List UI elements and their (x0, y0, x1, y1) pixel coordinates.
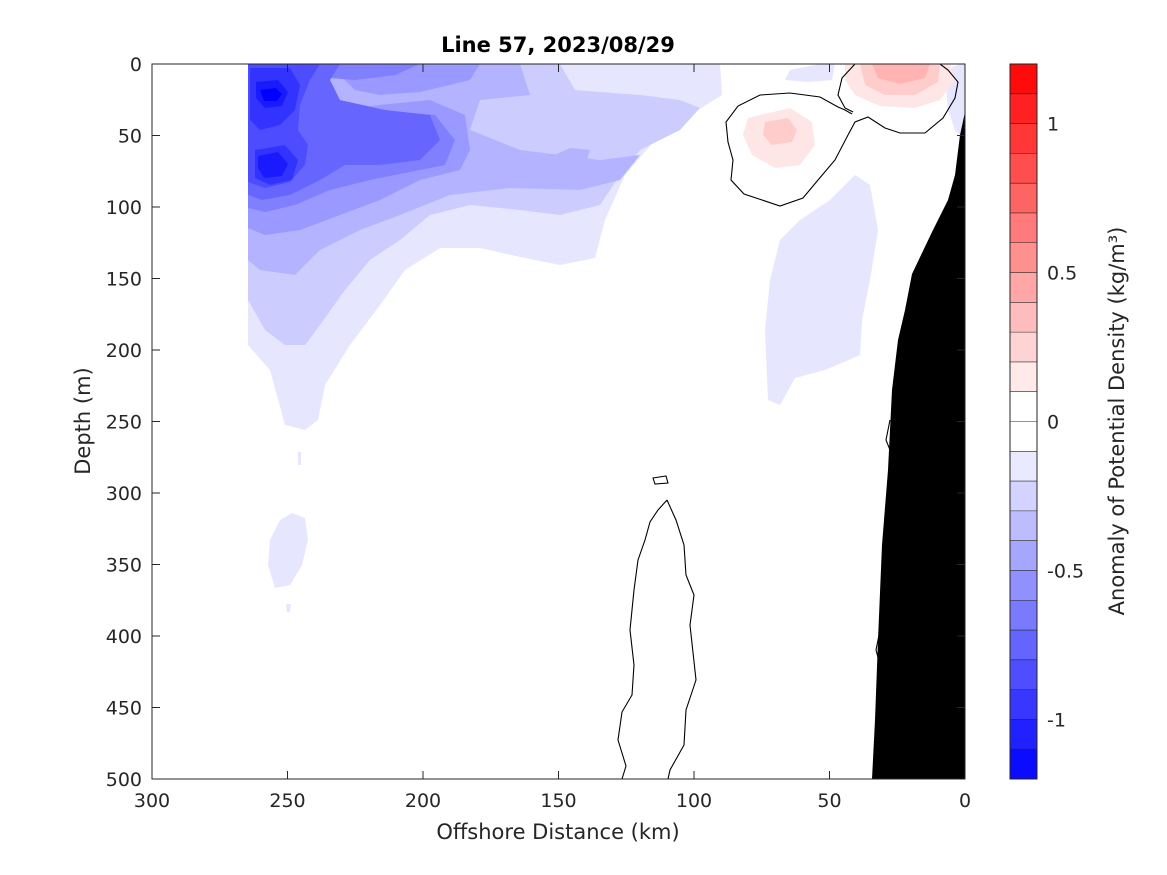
colorbar-segment (1010, 242, 1037, 274)
zero-contour-subsurface (725, 64, 959, 207)
colorbar-segment (1010, 272, 1037, 303)
y-tick-label: 150 (106, 269, 142, 291)
x-tick-label: 150 (540, 790, 576, 812)
colorbar-tick-label: 1 (1047, 114, 1059, 136)
colorbar-tick-label: 0 (1047, 412, 1059, 434)
y-tick-label: 250 (106, 412, 142, 434)
negative-core-deep (258, 152, 288, 178)
colorbar (1010, 64, 1037, 780)
colorbar-segment (1010, 570, 1037, 601)
colorbar-segment (1010, 391, 1037, 422)
negative-core-max (260, 88, 282, 101)
x-tick-label: 200 (405, 790, 441, 812)
colorbar-segment (1010, 183, 1037, 214)
x-axis-label: Offshore Distance (km) (436, 820, 679, 844)
y-tick-label: 350 (106, 555, 142, 577)
y-tick-label: 200 (106, 340, 142, 362)
zero-contour-speck (652, 475, 669, 485)
colorbar-tick-label: -1 (1047, 709, 1066, 731)
negative-contour-speck (286, 604, 291, 612)
positive-contour-surface-3 (872, 64, 930, 84)
y-tick-label: 50 (118, 126, 142, 148)
colorbar-label: Anomaly of Potential Density (kg/m³) (1105, 227, 1129, 616)
colorbar-segment (1010, 749, 1037, 780)
x-tick-label: 100 (676, 790, 712, 812)
colorbar-segment (1010, 302, 1037, 333)
chart-title: Line 57, 2023/08/29 (441, 33, 675, 57)
bathymetry-shelf (872, 112, 965, 779)
colorbar-segment (1010, 451, 1037, 482)
y-tick-label: 0 (130, 54, 142, 76)
y-tick-label: 500 (106, 769, 142, 791)
positive-contour-subsurface-2 (763, 118, 797, 145)
colorbar-segment (1010, 600, 1037, 631)
y-tick-label: 450 (106, 698, 142, 720)
colorbar-tick-label: -0.5 (1047, 560, 1084, 582)
colorbar-segment (1010, 540, 1037, 571)
zero-contour-deep-column (617, 499, 697, 779)
colorbar-segment (1010, 64, 1037, 95)
axes-ticks (151, 63, 966, 780)
negative-contour-speck-2 (298, 452, 301, 465)
x-tick-label: 250 (269, 790, 305, 812)
zero-contour-surface (837, 64, 856, 113)
x-tick-label: 300 (134, 790, 170, 812)
colorbar-segment (1010, 421, 1037, 452)
colorbar-segment (1010, 123, 1037, 154)
axes-labels: 300 250 200 150 100 50 00501001502002503003504… (106, 54, 971, 812)
y-tick-label: 100 (106, 197, 142, 219)
x-tick-label: 50 (817, 790, 841, 812)
y-axis-label: Depth (m) (71, 367, 95, 474)
colorbar-segment (1010, 212, 1037, 244)
colorbar-segment (1010, 332, 1037, 363)
colorbar-segment (1010, 510, 1037, 542)
contour-fills (248, 64, 965, 612)
colorbar-segment (1010, 153, 1037, 184)
colorbar-ticks: 1 0.5 0 -0.5 -1 (1047, 114, 1084, 732)
surface-negative-patch (785, 64, 835, 82)
x-tick-label: 0 (959, 790, 971, 812)
colorbar-segment (1010, 481, 1037, 512)
negative-contour-tongue (268, 513, 308, 588)
colorbar-tick-label: 0.5 (1047, 263, 1077, 285)
y-tick-label: 300 (106, 483, 142, 505)
y-tick-label: 400 (106, 626, 142, 648)
colorbar-segment (1010, 361, 1037, 393)
colorbar-segment (1010, 630, 1037, 661)
colorbar-segment (1010, 659, 1037, 691)
colorbar-segment (1010, 93, 1037, 125)
colorbar-frame (1009, 63, 1038, 780)
colorbar-segment (1010, 719, 1037, 750)
nearshore-negative-column (765, 175, 878, 405)
colorbar-segment (1010, 689, 1037, 720)
negative-lens-offshore (548, 148, 590, 168)
